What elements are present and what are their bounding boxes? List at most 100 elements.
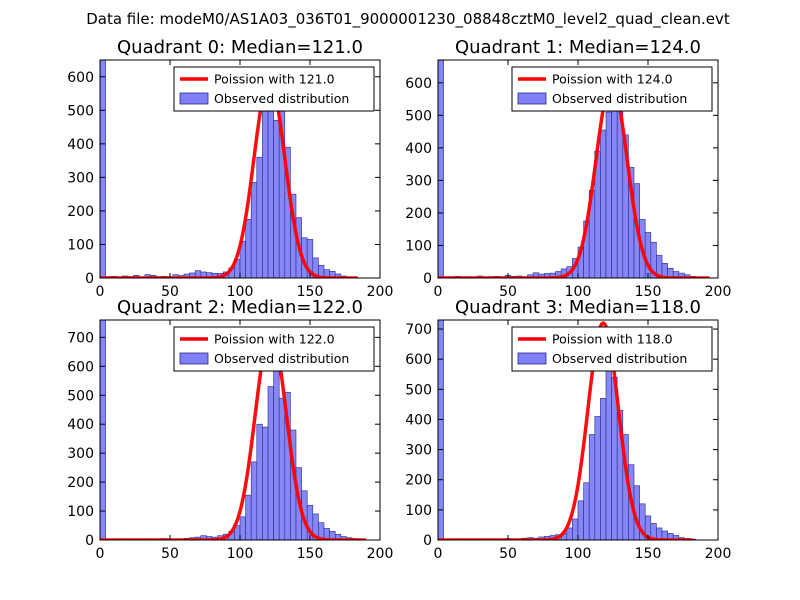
legend-bar-label: Observed distribution [214, 91, 349, 106]
poisson-curve [438, 81, 710, 278]
histogram-bar [239, 516, 246, 540]
subplot-title: Quadrant 1: Median=124.0 [455, 37, 701, 58]
histogram-bar [250, 182, 258, 278]
x-tick-label: 100 [565, 546, 592, 562]
x-tick-label: 150 [635, 546, 662, 562]
histogram-bar [273, 120, 280, 278]
legend-bar-swatch [179, 92, 209, 105]
y-tick-label: 300 [405, 173, 432, 189]
histogram-bar [256, 423, 263, 540]
x-tick-label: 50 [499, 546, 517, 562]
y-tick-label: 200 [67, 475, 94, 491]
histogram-bar [250, 461, 258, 540]
y-tick-label: 200 [67, 204, 94, 220]
subplot-quadrant-0: 0 50 100 150 200 0 100 200 300 400 500 600 Quadrant … [67, 37, 393, 300]
histogram-bar [577, 500, 584, 540]
y-tick-label: 400 [67, 417, 94, 433]
histogram-bar [262, 426, 269, 540]
subplot-quadrant-2: 0 50 100 150 200 0 100 200 300 400 500 600 700 Quadra… [67, 297, 393, 562]
legend-bar-label: Observed distribution [552, 351, 687, 366]
y-tick-label: 0 [423, 533, 432, 549]
x-tick-label: 200 [367, 284, 394, 300]
subplot-quadrant-3: 0 50 100 150 200 0 100 200 300 400 500 600 700 Quadra… [405, 297, 731, 562]
legend: Poission with 124.0 Observed distribution [511, 66, 713, 112]
x-tick-label: 100 [227, 284, 254, 300]
y-tick-label: 100 [405, 503, 432, 519]
legend-line-label: Poission with 124.0 [552, 72, 673, 87]
x-tick-label: 200 [705, 546, 732, 562]
legend: Poission with 122.0 Observed distribution [173, 326, 375, 372]
y-tick-label: 700 [405, 322, 432, 338]
x-tick-label: 200 [367, 546, 394, 562]
y-tick-label: 100 [67, 237, 94, 253]
y-tick-label: 100 [67, 504, 94, 520]
y-tick-label: 0 [85, 271, 94, 287]
y-tick-label: 600 [67, 359, 94, 375]
y-tick-label: 500 [405, 108, 432, 124]
x-tick-label: 0 [434, 546, 443, 562]
poisson-curve [438, 321, 694, 540]
histogram-bar [583, 482, 590, 540]
y-tick-label: 0 [85, 533, 94, 549]
figure-title: Data file: modeM0/AS1A03_036T01_90000012… [86, 10, 730, 29]
subplot-quadrant-1: 0 50 100 150 200 0 100 200 300 400 500 600 Quadrant … [405, 37, 731, 300]
y-tick-label: 300 [67, 446, 94, 462]
x-tick-label: 150 [635, 284, 662, 300]
histogram-bar [262, 106, 269, 278]
y-tick-label: 600 [67, 70, 94, 86]
histogram-bar [594, 416, 601, 540]
poisson-curve [100, 329, 367, 540]
plot-area [100, 60, 358, 278]
histogram-bar [245, 494, 252, 540]
legend-line-label: Poission with 122.0 [214, 332, 335, 347]
x-tick-label: 0 [434, 284, 443, 300]
y-tick-label: 300 [405, 443, 432, 459]
legend-bar-label: Observed distribution [552, 91, 687, 106]
x-tick-label: 150 [297, 546, 324, 562]
legend-bar-swatch [517, 352, 547, 365]
legend: Poission with 118.0 Observed distribution [511, 326, 713, 372]
plot-area [100, 320, 367, 540]
x-tick-label: 200 [705, 284, 732, 300]
x-tick-label: 0 [96, 284, 105, 300]
histogram-bar [438, 60, 444, 278]
histogram-bar [588, 434, 596, 540]
legend-bar-label: Observed distribution [214, 351, 349, 366]
x-tick-label: 50 [499, 284, 517, 300]
x-tick-label: 0 [96, 546, 105, 562]
y-tick-label: 600 [405, 352, 432, 368]
plot-area [438, 320, 696, 540]
histogram-bar [100, 60, 106, 278]
legend-bar-swatch [179, 352, 209, 365]
histogram-bar [605, 342, 612, 540]
subplot-title: Quadrant 0: Median=121.0 [117, 37, 363, 58]
y-tick-label: 500 [67, 388, 94, 404]
x-tick-label: 150 [297, 284, 324, 300]
legend-line-label: Poission with 121.0 [214, 72, 335, 87]
histogram-bar [267, 386, 274, 540]
histogram-bar [566, 527, 573, 540]
y-tick-label: 400 [405, 412, 432, 428]
y-tick-label: 100 [405, 238, 432, 254]
histogram-bar [273, 360, 280, 540]
histogram-bar [572, 518, 579, 540]
histogram-bar [278, 397, 286, 540]
y-tick-label: 300 [67, 170, 94, 186]
histogram-bar [600, 129, 607, 278]
y-tick-label: 200 [405, 473, 432, 489]
y-tick-label: 200 [405, 206, 432, 222]
histogram-bar [605, 111, 612, 278]
y-tick-label: 400 [67, 137, 94, 153]
y-tick-label: 500 [67, 103, 94, 119]
x-tick-label: 100 [565, 284, 592, 300]
histogram-bar [100, 320, 106, 540]
y-tick-label: 500 [405, 382, 432, 398]
x-tick-label: 50 [161, 546, 179, 562]
legend-line-label: Poission with 118.0 [552, 332, 673, 347]
subplot-title: Quadrant 2: Median=122.0 [117, 297, 363, 318]
y-tick-label: 400 [405, 141, 432, 157]
histogram-bar [438, 320, 444, 540]
x-tick-label: 100 [227, 546, 254, 562]
